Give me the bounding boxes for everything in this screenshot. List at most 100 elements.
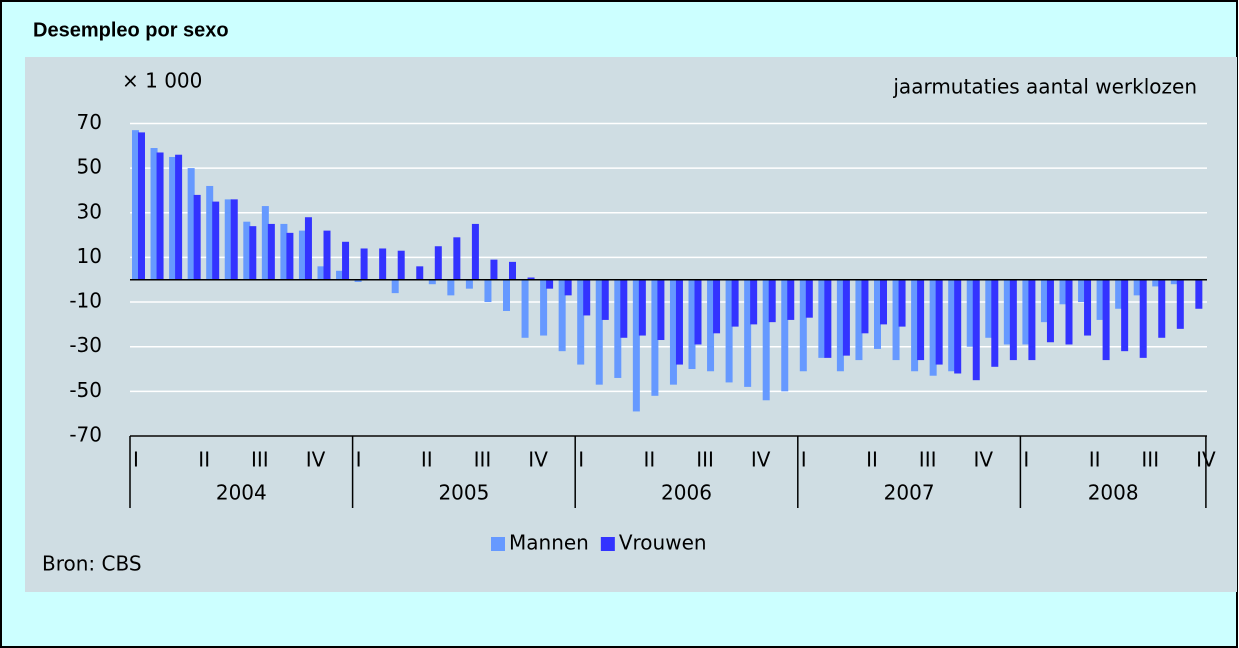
bar bbox=[169, 156, 177, 280]
quarter-label: IV bbox=[751, 448, 771, 472]
quarter-label: III bbox=[919, 448, 937, 472]
bar bbox=[1028, 279, 1036, 361]
bar bbox=[1102, 279, 1110, 361]
bar bbox=[391, 279, 399, 294]
bar bbox=[1078, 279, 1086, 303]
bar bbox=[836, 279, 844, 372]
bar bbox=[1059, 279, 1067, 305]
bar bbox=[521, 279, 529, 338]
quarter-label: III bbox=[696, 448, 714, 472]
bar bbox=[675, 279, 683, 365]
bar bbox=[824, 279, 832, 358]
bar bbox=[768, 279, 776, 323]
bar bbox=[1133, 279, 1141, 296]
bar bbox=[540, 279, 548, 336]
bar bbox=[1003, 279, 1011, 345]
bar bbox=[874, 279, 881, 349]
bar bbox=[842, 279, 850, 356]
quarter-label: I bbox=[133, 448, 139, 472]
bar bbox=[416, 266, 424, 280]
bar bbox=[206, 185, 214, 280]
bar bbox=[336, 270, 344, 280]
year-label: 2006 bbox=[661, 481, 712, 505]
bar bbox=[546, 279, 554, 289]
bar bbox=[985, 279, 993, 338]
bar bbox=[651, 279, 659, 396]
bar bbox=[1176, 279, 1184, 329]
bar bbox=[1022, 279, 1030, 345]
bar bbox=[762, 279, 770, 401]
quarter-label: II bbox=[198, 448, 210, 472]
bar bbox=[428, 279, 436, 285]
bar bbox=[138, 132, 145, 280]
bar bbox=[1115, 279, 1123, 309]
quarter-label: IV bbox=[306, 448, 326, 472]
bar bbox=[230, 199, 238, 280]
bar bbox=[323, 230, 331, 280]
bar bbox=[744, 279, 752, 387]
legend-swatch bbox=[491, 537, 505, 551]
quarter-label: IV bbox=[974, 448, 994, 472]
bar bbox=[465, 279, 473, 289]
bar bbox=[911, 279, 919, 372]
bar bbox=[991, 279, 999, 367]
bar bbox=[1152, 279, 1160, 287]
bar bbox=[249, 226, 257, 280]
bar bbox=[614, 279, 622, 378]
bar bbox=[1046, 279, 1054, 343]
bar bbox=[175, 154, 183, 280]
bar bbox=[1139, 279, 1147, 358]
bar bbox=[688, 279, 696, 370]
bar bbox=[805, 279, 813, 318]
bar bbox=[1096, 279, 1104, 320]
bar bbox=[725, 279, 733, 383]
quarter-label: III bbox=[251, 448, 269, 472]
bar bbox=[304, 217, 312, 280]
quarter-label: IV bbox=[528, 448, 548, 472]
bar bbox=[224, 199, 232, 280]
bar bbox=[669, 279, 677, 385]
bar bbox=[935, 279, 943, 365]
page-title: Desempleo por sexo bbox=[33, 19, 229, 41]
bar bbox=[1040, 279, 1048, 323]
bar bbox=[434, 246, 442, 280]
bar bbox=[787, 279, 795, 320]
legend-label: Mannen bbox=[509, 531, 589, 555]
bar bbox=[132, 130, 139, 280]
bar bbox=[503, 279, 510, 311]
bar bbox=[620, 279, 628, 338]
unit-label: × 1 000 bbox=[122, 69, 202, 93]
bar bbox=[193, 194, 201, 280]
bar bbox=[1084, 279, 1092, 336]
bar bbox=[1121, 279, 1129, 352]
bar bbox=[601, 279, 609, 320]
bar bbox=[280, 223, 288, 280]
year-label: 2007 bbox=[884, 481, 935, 505]
bar bbox=[799, 279, 807, 372]
bar bbox=[298, 230, 306, 280]
quarter-label: III bbox=[1141, 448, 1159, 472]
bar bbox=[861, 279, 869, 334]
bar bbox=[453, 237, 461, 280]
bar bbox=[632, 279, 640, 412]
bar bbox=[212, 201, 220, 280]
bar bbox=[972, 279, 980, 381]
y-tick-label: 50 bbox=[77, 155, 102, 179]
y-tick-label: -70 bbox=[69, 423, 102, 447]
bar bbox=[954, 279, 962, 374]
bar bbox=[707, 279, 715, 372]
y-tick-label: 70 bbox=[77, 110, 102, 134]
bar bbox=[564, 279, 572, 296]
bar bbox=[379, 248, 387, 280]
legend-label: Vrouwen bbox=[619, 531, 707, 555]
y-tick-label: -30 bbox=[69, 333, 102, 357]
chart-title: jaarmutaties aantal werklozen bbox=[892, 75, 1197, 99]
bar bbox=[898, 279, 906, 327]
bar bbox=[1009, 279, 1017, 361]
bar bbox=[187, 168, 195, 280]
bar bbox=[317, 266, 325, 280]
bar bbox=[484, 279, 492, 303]
bar bbox=[577, 279, 585, 365]
bar bbox=[731, 279, 739, 327]
quarter-label: II bbox=[421, 448, 433, 472]
